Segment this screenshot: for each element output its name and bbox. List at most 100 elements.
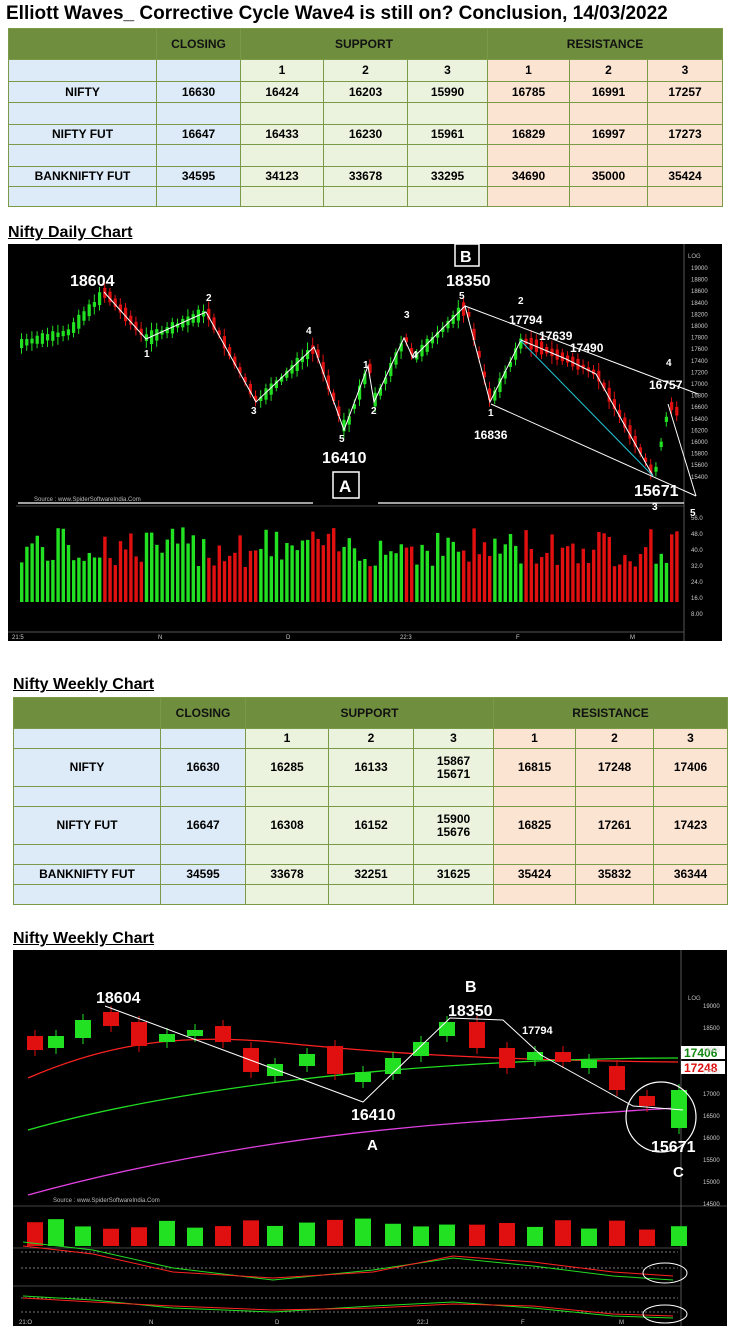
- volume-bar: [264, 529, 268, 602]
- volume-bar: [618, 564, 622, 602]
- weekly-grid: [13, 950, 727, 1326]
- price-tick: 17400: [691, 359, 708, 365]
- daily-log-tag: LOG: [688, 254, 701, 260]
- candle: [399, 343, 403, 352]
- volume-bar: [425, 550, 429, 602]
- candle: [413, 1042, 429, 1056]
- volume-bar: [27, 1222, 43, 1246]
- daily-source: Source : www.SpiderSoftwareIndia.Com: [34, 497, 141, 503]
- weekly-source: Source : www.SpiderSoftwareIndia.Com: [53, 1198, 160, 1204]
- volume-bar: [503, 544, 507, 602]
- instrument-name: NIFTY: [13, 748, 161, 787]
- candle: [358, 385, 362, 400]
- candle: [207, 308, 211, 320]
- candle: [108, 291, 112, 303]
- level-header: 3: [413, 728, 494, 749]
- label-17639: 17639: [539, 329, 573, 343]
- svg-text:2: 2: [371, 406, 377, 417]
- support-2: 33678: [323, 166, 408, 187]
- label-a-value: 16410: [322, 450, 367, 467]
- volume-bar: [527, 1226, 543, 1246]
- volume-bar: [207, 557, 211, 602]
- resistance-1: 16815: [493, 748, 576, 787]
- resistance-1: 16825: [493, 806, 576, 845]
- volume-bar: [103, 536, 107, 602]
- candle: [20, 339, 24, 348]
- support-1: 16424: [240, 81, 324, 103]
- candle: [560, 352, 564, 362]
- weekly-chart: 18604 B 18350 17794 16410 A 15671 C 1740…: [13, 950, 727, 1326]
- svg-text:2: 2: [206, 293, 212, 304]
- weekly-label-high: 18604: [96, 990, 141, 1007]
- support-3: 15990: [407, 81, 488, 103]
- volume-bar: [124, 549, 128, 602]
- volume-bar: [144, 532, 149, 602]
- volume-tick: 16.0: [691, 596, 703, 602]
- candle: [477, 351, 481, 358]
- volume-bar: [72, 560, 76, 602]
- daily-grid: [8, 244, 685, 641]
- volume-bar: [592, 549, 596, 602]
- candle: [540, 341, 544, 355]
- volume-bar: [493, 538, 497, 602]
- svg-text:5: 5: [339, 434, 345, 445]
- volume-bar: [399, 544, 403, 602]
- support-2: 16230: [323, 124, 408, 145]
- candle: [671, 1090, 687, 1128]
- volume-bar: [77, 557, 81, 602]
- daily-volume-axis: 56.0 48.0 40.0 32.0 24.0 16.0 8.00: [691, 516, 703, 618]
- candle: [134, 321, 138, 331]
- candle: [469, 1022, 485, 1048]
- volume-bar: [363, 558, 367, 602]
- ma-red-line: [27, 1038, 679, 1079]
- volume-bar: [451, 541, 455, 602]
- price-tick: 17000: [691, 382, 708, 388]
- candle: [51, 331, 55, 341]
- closing-value: 16630: [156, 81, 241, 103]
- volume-bar: [352, 548, 357, 602]
- level-header: 2: [569, 59, 648, 82]
- date-tick: 21:O: [19, 1320, 32, 1326]
- support-3: 15867 15671: [413, 748, 494, 787]
- volume-bar: [285, 542, 289, 602]
- candle: [103, 1012, 119, 1026]
- resistance-1: 34690: [487, 166, 570, 187]
- volume-bar: [290, 545, 294, 602]
- volume-bar: [415, 564, 419, 602]
- support-3: 31625: [413, 864, 494, 885]
- volume-bar: [82, 560, 86, 602]
- volume-bar: [299, 1222, 315, 1246]
- date-tick: F: [521, 1320, 525, 1326]
- volume-bar: [159, 1220, 175, 1246]
- volume-bar: [35, 535, 39, 602]
- volume-bar: [560, 547, 565, 602]
- candle: [644, 457, 648, 463]
- header-resistance: RESISTANCE: [492, 697, 729, 729]
- daily-chart-heading: Nifty Daily Chart: [8, 224, 133, 241]
- closing-value: 34595: [156, 166, 241, 187]
- price-tick: 17500: [703, 1070, 720, 1076]
- volume-bar: [254, 550, 258, 602]
- resistance-2: 35000: [569, 166, 648, 187]
- candle: [181, 318, 185, 328]
- candle: [170, 322, 174, 334]
- price-tick: 17600: [691, 347, 708, 353]
- volume-bar: [482, 542, 487, 602]
- volume-bar: [508, 533, 513, 602]
- volume-bar: [327, 1219, 343, 1246]
- label-b: B: [460, 249, 472, 266]
- svg-text:1: 1: [488, 408, 494, 419]
- volume-bar: [66, 544, 71, 602]
- weekly-chart-heading: Nifty Weekly Chart: [13, 930, 155, 947]
- candle: [347, 416, 351, 425]
- volume-bar: [671, 1226, 687, 1246]
- weekly-volume: [27, 1218, 687, 1246]
- volume-bar: [378, 540, 383, 602]
- candle: [160, 330, 164, 335]
- candle: [311, 345, 315, 354]
- price-tick: 16500: [703, 1114, 720, 1120]
- candle: [499, 1048, 515, 1068]
- candle: [410, 348, 414, 355]
- date-tick: N: [158, 635, 162, 641]
- volume-bar: [469, 1224, 485, 1246]
